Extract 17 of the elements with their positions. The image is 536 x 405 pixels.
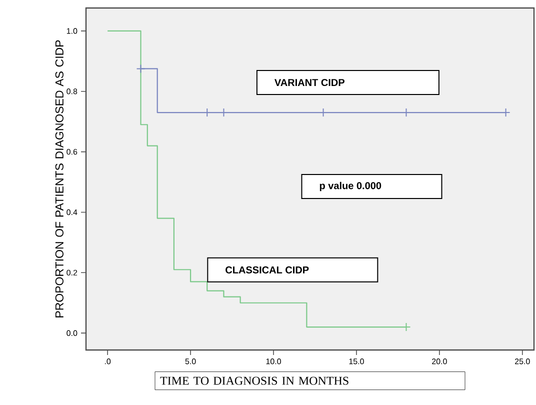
x-tick-label: 25.0: [515, 358, 530, 364]
x-tick-label: .0: [104, 358, 111, 364]
y-tick-label: 0.8: [66, 88, 78, 94]
series-label: CLASSICAL CIDP: [226, 266, 309, 274]
x-tick-label: 5.0: [185, 358, 196, 364]
y-tick-label: 0.4: [66, 209, 78, 216]
y-tick-label: 1.0: [66, 28, 78, 34]
text: VARIANT CIDP: [274, 78, 344, 86]
y-tick-label: 0.6: [66, 148, 78, 155]
y-tick-label: 0.0: [66, 330, 78, 336]
annotation: p value 0.000: [320, 182, 382, 192]
x-tick-label: 10.0: [266, 358, 281, 364]
y-axis-title: PROPORTION OF PATIENTS DIAGNOSED AS CIDP: [55, 40, 64, 318]
x-tick-label: 15.0: [349, 358, 364, 364]
x-axis-title: TIME TO DIAGNOSIS IN MONTHS: [160, 376, 348, 385]
x-tick-label: 20.0: [432, 358, 447, 364]
y-tick-label: 0.2: [66, 270, 78, 276]
